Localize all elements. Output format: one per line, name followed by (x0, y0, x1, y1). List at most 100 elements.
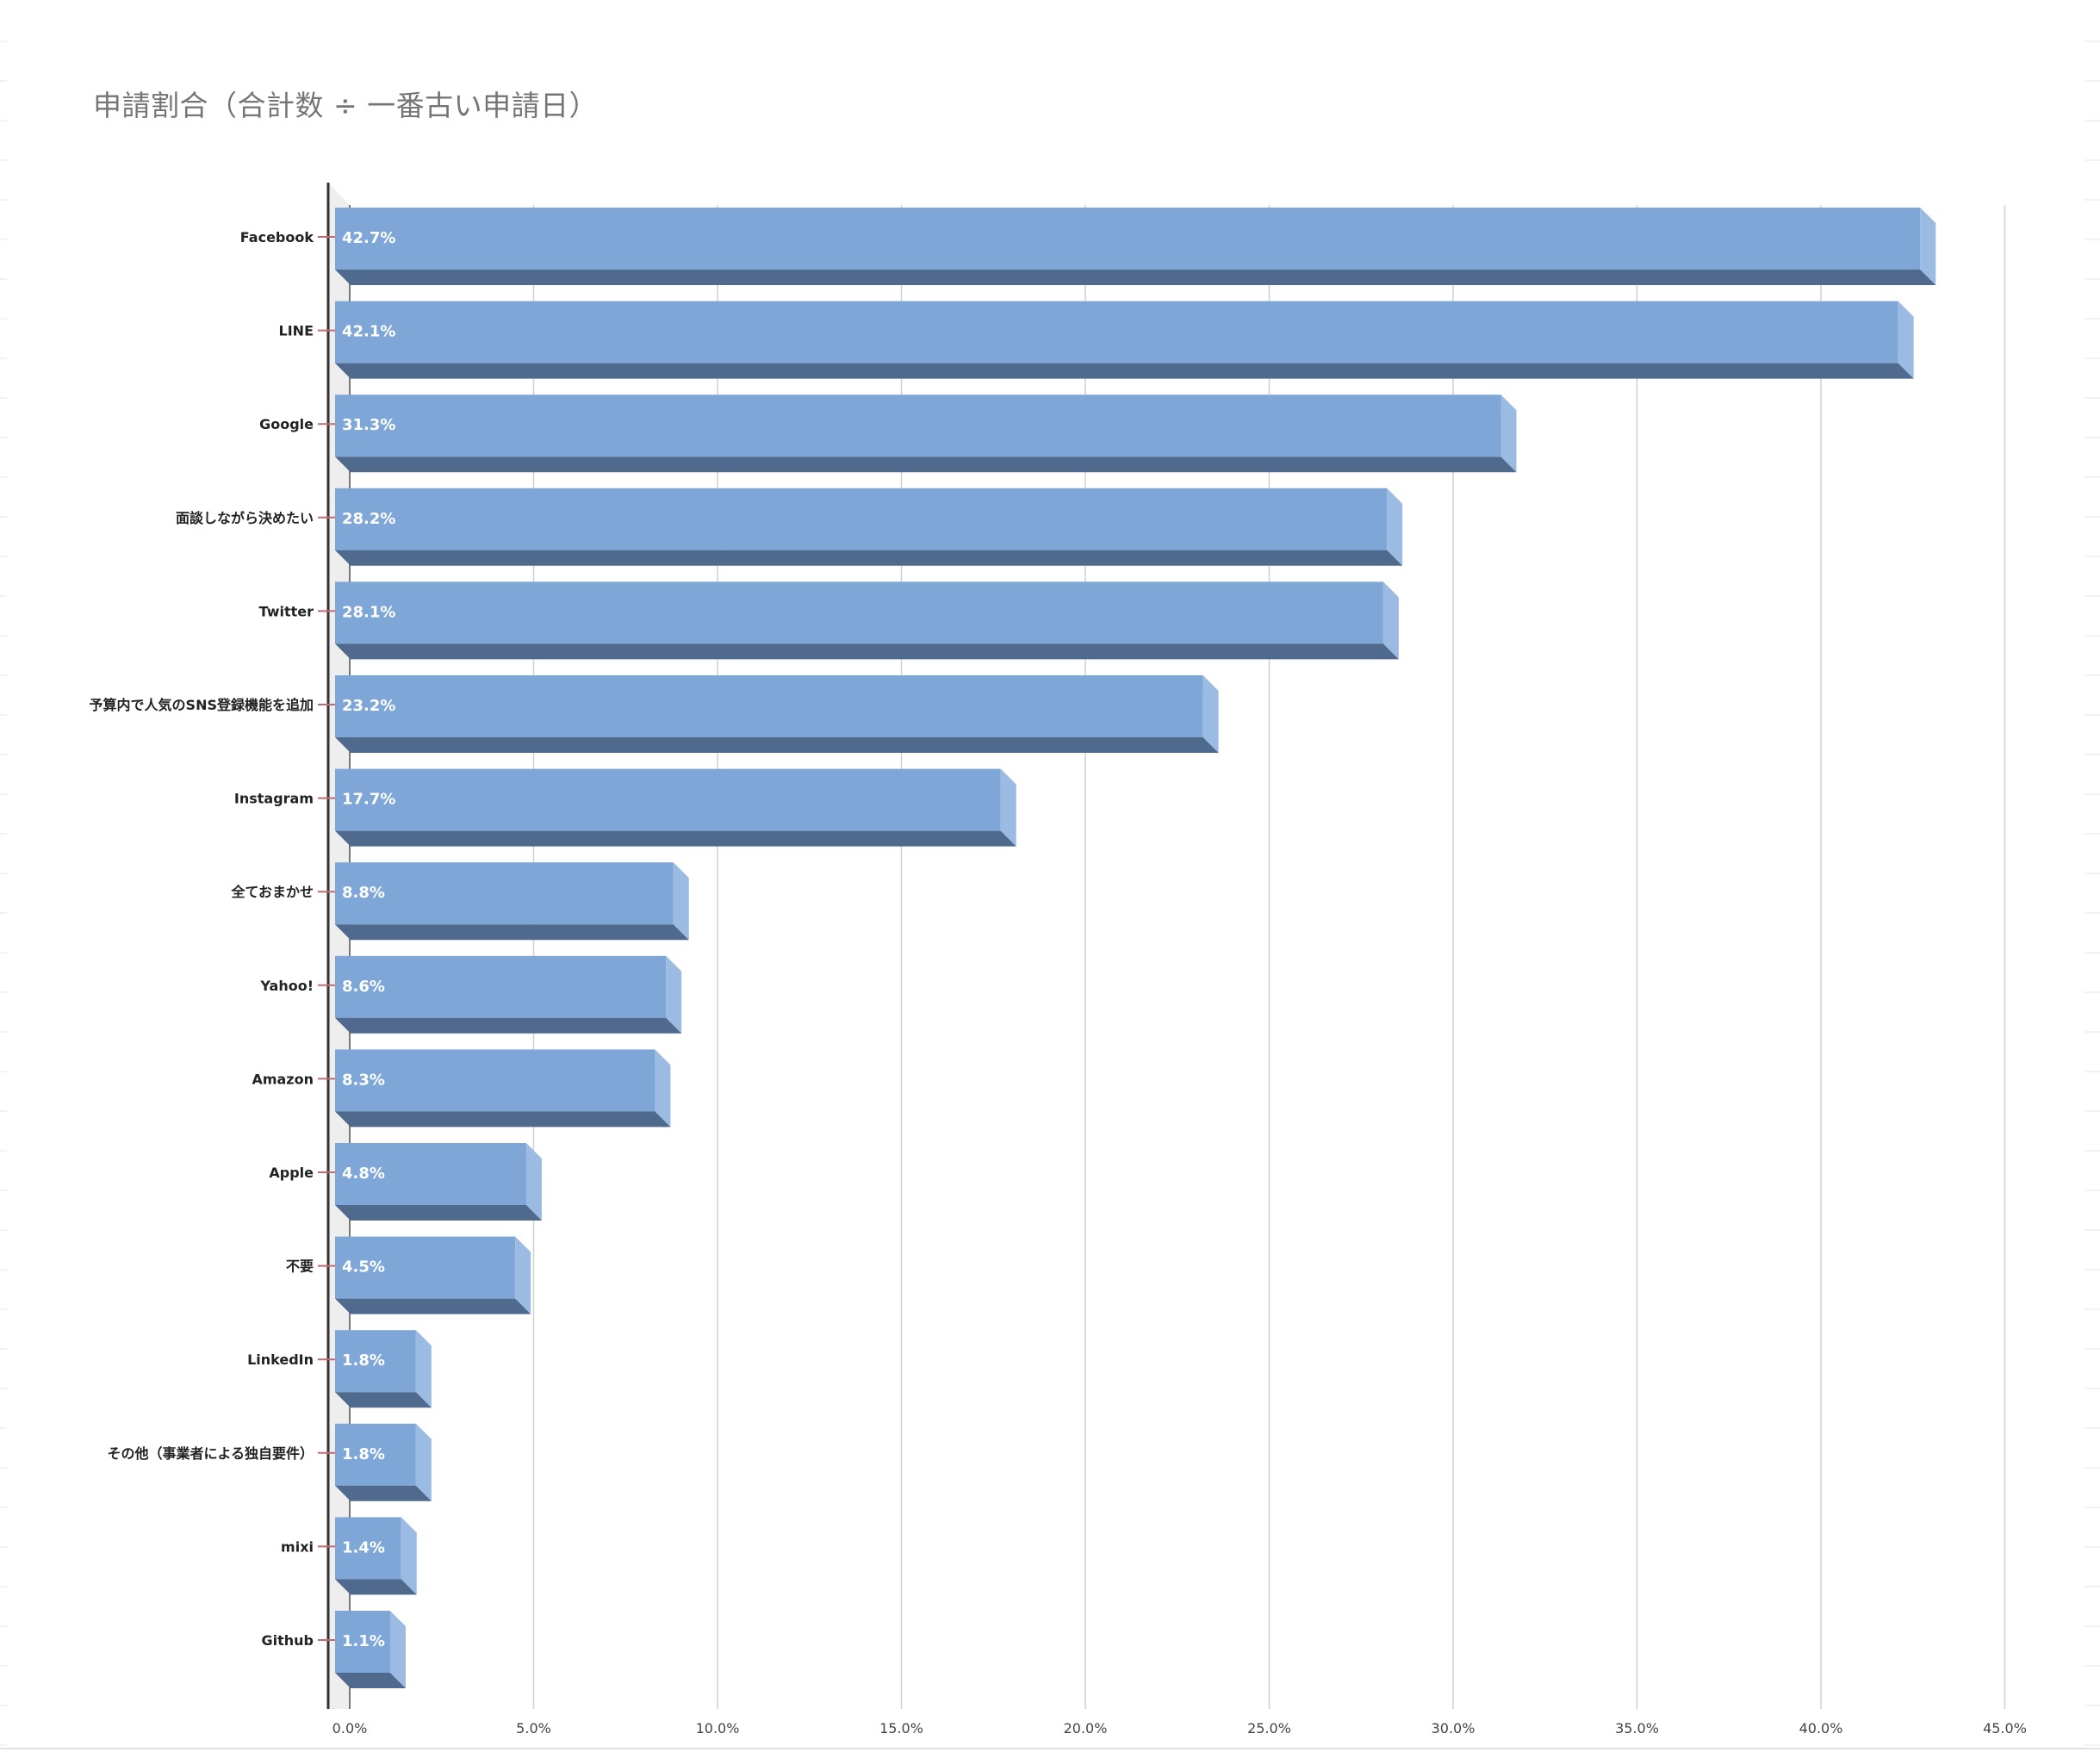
x-tick-label: 25.0% (1247, 1720, 1291, 1736)
x-tick-label: 40.0% (1799, 1720, 1843, 1736)
bar-side (415, 1330, 432, 1408)
bar-bottom (335, 1673, 406, 1688)
bar-group: Apple 4.8% (269, 1143, 542, 1221)
bar (335, 675, 1203, 737)
category-label: Google (259, 416, 314, 432)
bar-side (1920, 208, 1936, 285)
bar-group: 不要 4.5% (286, 1236, 531, 1314)
bar-bottom (335, 737, 1219, 753)
bar-group: Google 31.3% (259, 395, 1517, 473)
data-label: 42.1% (342, 323, 395, 341)
data-label: 23.2% (342, 697, 395, 715)
bar-side (1500, 395, 1517, 473)
category-label: その他（事業者による独自要件） (107, 1445, 314, 1462)
bar-group: Github 1.1% (262, 1611, 406, 1688)
bar-side (389, 1611, 406, 1688)
bar-side (1898, 301, 1914, 379)
data-label: 17.7% (342, 791, 395, 809)
bar (335, 488, 1388, 550)
bar-side (401, 1517, 417, 1595)
bar-group: 面談しながら決めたい 28.2% (176, 488, 1403, 566)
x-tick-label: 15.0% (879, 1720, 923, 1736)
bar (335, 395, 1501, 457)
data-label: 4.5% (342, 1258, 385, 1277)
bar (335, 1236, 516, 1299)
data-label: 4.8% (342, 1165, 385, 1183)
category-label: LinkedIn (247, 1351, 314, 1368)
bar-bottom (335, 1579, 417, 1595)
bar-group: 全ておまかせ 8.8% (230, 862, 689, 941)
bar-side (515, 1236, 531, 1314)
bar (335, 1517, 401, 1580)
bar-side (525, 1143, 542, 1221)
bar (335, 1330, 416, 1393)
bar-group: Instagram 17.7% (234, 768, 1016, 847)
x-tick-label: 5.0% (516, 1720, 551, 1736)
category-label: LINE (279, 323, 314, 339)
bar-bottom (335, 1111, 671, 1128)
category-label: mixi (281, 1538, 314, 1555)
x-tick-label: 45.0% (1983, 1720, 2027, 1736)
category-label: Facebook (240, 229, 314, 245)
bar-side (1387, 488, 1403, 566)
bar-bottom (335, 1485, 432, 1501)
x-tick-label: 20.0% (1064, 1720, 1108, 1736)
x-tick-label: 30.0% (1432, 1720, 1476, 1736)
bar-bottom (335, 1392, 432, 1408)
x-tick-label: 10.0% (696, 1720, 740, 1736)
data-label: 28.1% (342, 603, 395, 621)
category-label: Apple (269, 1165, 314, 1181)
bar (335, 862, 674, 925)
bar-group: 予算内で人気のSNS登録機能を追加 23.2% (90, 675, 1219, 753)
bar-group: Amazon 8.3% (252, 1049, 671, 1128)
category-label: 全ておまかせ (230, 884, 314, 900)
x-tick-label: 35.0% (1615, 1720, 1659, 1736)
category-label: 予算内で人気のSNS登録機能を追加 (90, 697, 314, 713)
data-label: 1.8% (342, 1351, 385, 1370)
bar-side (673, 862, 689, 941)
bar (335, 208, 1921, 270)
bar-group: Twitter 28.1% (259, 581, 1399, 660)
data-label: 1.8% (342, 1445, 385, 1463)
bar (335, 581, 1383, 644)
bar-side (415, 1423, 432, 1501)
bar-bottom (335, 363, 1914, 379)
data-label: 28.2% (342, 510, 395, 528)
bar-bottom (335, 270, 1936, 285)
data-label: 1.4% (342, 1538, 385, 1556)
x-tick-label: 0.0% (332, 1720, 368, 1736)
bar-group: Yahoo! 8.6% (259, 955, 682, 1034)
bar (335, 955, 667, 1018)
bar-group: mixi 1.4% (281, 1517, 417, 1595)
data-label: 31.3% (342, 416, 395, 434)
bar-side (655, 1049, 671, 1128)
bar-bottom (335, 1205, 542, 1221)
chart-title: 申請割合（合計数 ÷ 一番古い申請日） (93, 89, 599, 122)
bar-bottom (335, 1298, 531, 1314)
bar-side (1202, 675, 1219, 753)
bar-group: その他（事業者による独自要件） 1.8% (107, 1423, 432, 1501)
bar (335, 1143, 526, 1205)
bar-group: LinkedIn 1.8% (247, 1330, 432, 1408)
bar (335, 1423, 416, 1486)
data-label: 42.7% (342, 229, 395, 247)
category-label: Twitter (259, 603, 314, 619)
bar-bottom (335, 924, 689, 941)
bar-bottom (335, 550, 1403, 566)
category-label: Instagram (234, 791, 314, 807)
bar-side (1382, 581, 1399, 660)
data-label: 1.1% (342, 1632, 385, 1650)
bar-bottom (335, 1017, 682, 1034)
bar-group: Facebook 42.7% (240, 208, 1936, 285)
bar-side (666, 955, 682, 1034)
bar-bottom (335, 830, 1016, 847)
category-label: Yahoo! (259, 978, 314, 994)
bar (335, 1611, 390, 1673)
data-label: 8.8% (342, 884, 385, 902)
bar-bottom (335, 457, 1517, 473)
bar (335, 301, 1898, 363)
category-label: Github (262, 1632, 314, 1649)
bar-side (1000, 768, 1016, 847)
bar (335, 768, 1001, 831)
